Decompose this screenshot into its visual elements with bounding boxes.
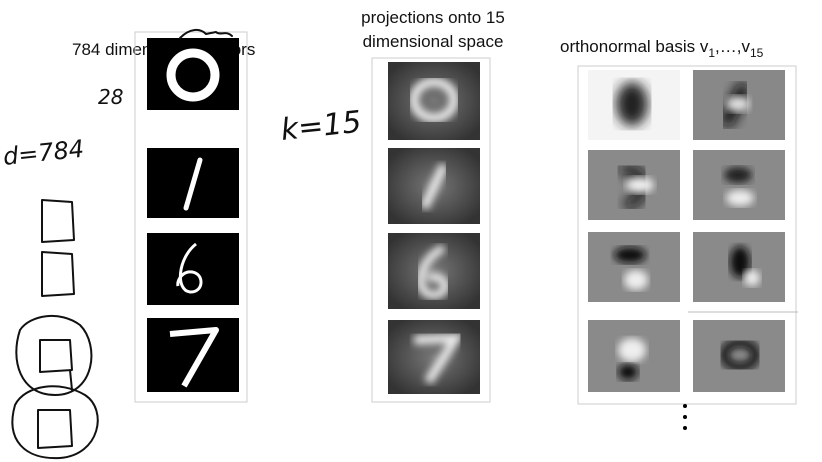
- basis-blob: [724, 167, 752, 183]
- basis-image: [588, 232, 680, 302]
- middle-title: projections onto 15: [361, 8, 505, 27]
- right-title-text: ,…,v: [715, 37, 750, 56]
- slide: 784 dimensional vectors projections onto…: [0, 0, 822, 462]
- basis-image: [693, 150, 785, 220]
- ellipsis-dot: [683, 426, 687, 430]
- basis-blob: [618, 364, 638, 380]
- basis-blob: [726, 190, 754, 206]
- projection-image: [388, 62, 480, 140]
- ellipsis-dot: [683, 404, 687, 408]
- circle-sketch: [16, 316, 91, 395]
- raw-digits: [135, 32, 247, 402]
- basis-blob: [626, 177, 654, 193]
- digit-sketch: [40, 340, 72, 390]
- basis-blob: [726, 96, 750, 112]
- basis-images: [578, 66, 798, 430]
- middle-title: dimensional space: [363, 32, 504, 51]
- ellipsis-dot: [683, 415, 687, 419]
- digit-image: [147, 233, 239, 305]
- box-sketch: [42, 252, 74, 296]
- basis-blob: [616, 82, 648, 126]
- projected-digits: [372, 58, 490, 402]
- handwritten-label: k=15: [279, 105, 363, 148]
- basis-blob: [744, 270, 760, 286]
- basis-blob: [618, 338, 646, 362]
- right-title-text: orthonormal basis v: [560, 37, 709, 56]
- subscript: 15: [750, 46, 764, 60]
- projection-image: [388, 320, 480, 394]
- basis-blob: [624, 270, 648, 290]
- scribble: [180, 30, 232, 38]
- box-sketch: [38, 410, 72, 448]
- basis-image: [693, 320, 785, 392]
- box-sketch: [42, 200, 74, 242]
- handwritten-label: d=784: [2, 135, 86, 171]
- handwritten-label: 28: [98, 85, 123, 109]
- right-title: orthonormal basis v1,…,v15: [560, 37, 764, 60]
- basis-blob: [614, 247, 646, 263]
